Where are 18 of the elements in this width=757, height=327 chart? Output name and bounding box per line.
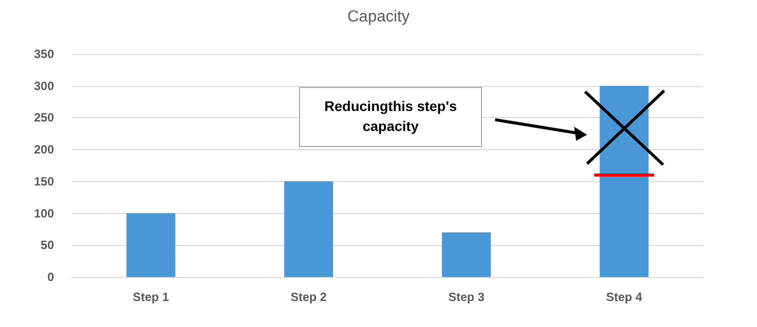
bar	[284, 181, 334, 277]
x-tick-label: Step 4	[606, 290, 642, 304]
chart-title: Capacity	[347, 8, 410, 26]
y-tick-label: 150	[34, 174, 54, 188]
bar	[126, 213, 176, 277]
y-tick-label: 50	[40, 238, 54, 252]
y-tick-label: 200	[34, 142, 54, 157]
x-tick-label: Step 1	[132, 290, 170, 304]
bar	[442, 232, 491, 277]
callout-box: Reducingthis step's capacity	[299, 86, 482, 147]
y-tick-label: 250	[34, 110, 54, 125]
y-tick-label: 100	[34, 206, 54, 220]
y-tick-label: 0	[47, 270, 54, 284]
bar	[600, 86, 649, 277]
y-tick-label: 350	[34, 47, 54, 61]
y-tick-label: 300	[34, 78, 54, 93]
x-tick-label: Step 3	[448, 290, 485, 304]
x-tick-label: Step 2	[290, 290, 327, 304]
